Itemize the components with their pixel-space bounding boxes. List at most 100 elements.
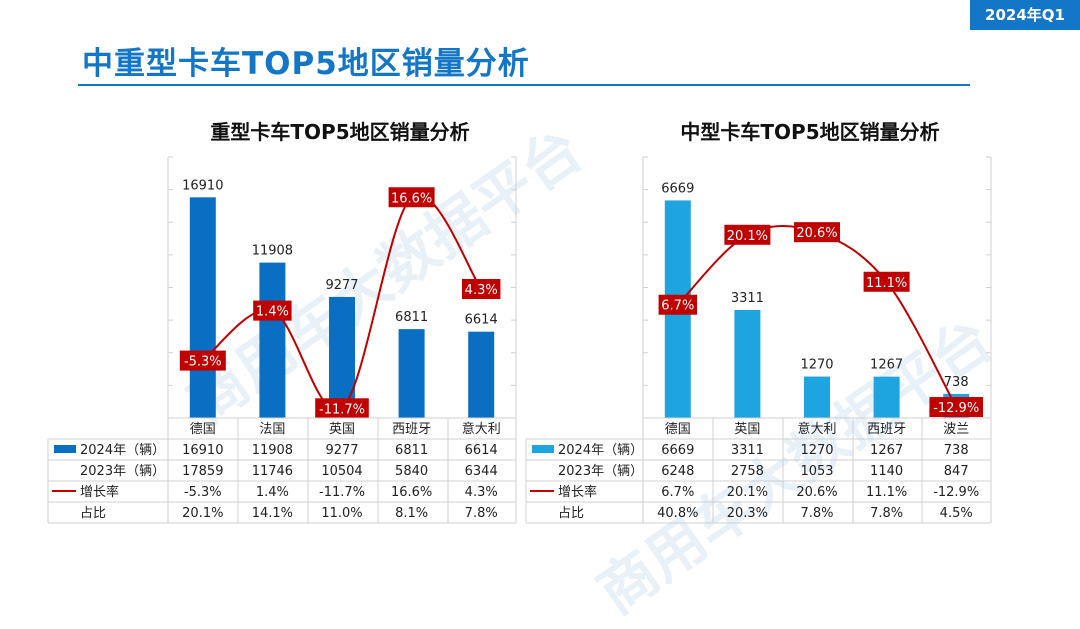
bar-2024 [189,197,216,418]
table-cell: 6669 [661,443,694,458]
bar-2024 [468,331,495,418]
row-label: 增长率 [80,484,119,500]
bar-value-label: 1270 [800,358,833,373]
table-cell: 11908 [252,443,293,458]
growth-label: 11.1% [866,276,907,291]
table-cell: 20.1% [182,506,223,521]
row-label: 占比 [80,506,106,521]
growth-label: 1.4% [256,305,289,320]
table-cell: 1267 [870,443,903,458]
medium-chart-title: 中型卡车TOP5地区销量分析 [680,120,940,144]
table-cell: 3311 [731,443,764,458]
growth-label-box [929,397,983,418]
page-title: 中重型卡车TOP5地区销量分析 [82,46,530,82]
table-cell: 6.7% [661,485,694,500]
legend-bar-marker [532,445,554,453]
table-cell: -5.3% [184,485,222,500]
growth-label: -11.7% [319,402,365,417]
table-cell: 8.1% [395,506,428,521]
table-cell: 6344 [465,464,498,479]
medium-truck-chart: 6669 3311 1270 1267 738 6.7% 20.1% 20.6% 11.1% -1… [525,156,992,524]
category-label: 德国 [665,422,691,437]
heavy-chart-title: 重型卡车TOP5地区销量分析 [210,120,470,144]
growth-label-box [179,350,226,371]
growth-label-box [315,398,369,419]
growth-label: -5.3% [184,355,222,370]
table-cell: 7.8% [800,506,833,521]
table-cell: 4.3% [465,485,498,500]
table-cell: 10504 [321,464,362,479]
row-label: 2024年（辆） [558,443,643,458]
bar-value-label: 6614 [465,313,498,328]
growth-label: 20.1% [727,229,768,244]
growth-label: 20.6% [796,226,837,241]
bar-value-label: 3311 [731,291,764,306]
table-cell: 11.1% [866,485,907,500]
table-cell: 6811 [395,443,428,458]
period-badge: 2024年Q1 [970,0,1080,30]
table-cell: 738 [944,443,969,458]
bar-value-label: 738 [944,375,969,390]
category-label: 英国 [734,422,760,437]
table-cell: 20.1% [727,485,768,500]
row-label: 占比 [558,506,584,521]
category-label: 波兰 [943,422,969,437]
table-cell: 6614 [465,443,498,458]
growth-label-box [253,300,292,321]
growth-label-box [724,224,771,245]
table-cell: 1053 [800,464,833,479]
bar-2024 [329,296,355,418]
heavy-truck-chart: 16910 11908 9277 6811 6614 -5.3% 1.4% -11.7% 16.… [47,156,517,524]
category-label: 英国 [329,422,355,437]
table-cell: 9277 [325,443,358,458]
row-label: 2023年（辆） [558,464,643,479]
growth-label-box [863,271,910,292]
growth-label-box [794,222,840,243]
category-label: 德国 [190,422,216,437]
title-divider [78,84,970,86]
category-label: 法国 [259,422,285,437]
bar-value-label: 11908 [252,244,293,259]
table-cell: 20.3% [727,506,768,521]
row-label: 2024年（辆） [80,443,165,458]
table-cell: 1140 [870,464,903,479]
table-cell: 14.1% [252,506,293,521]
table-cell: -11.7% [319,485,365,500]
growth-label: 4.3% [465,283,498,298]
table-cell: 7.8% [870,506,903,521]
table-cell: 20.6% [796,485,837,500]
growth-label: -12.9% [933,401,979,416]
growth-label-box [658,294,697,315]
table-cell: 6248 [661,464,694,479]
table-cell: 17859 [182,464,223,479]
table-cell: 11746 [252,464,293,479]
growth-label-box [462,278,501,299]
bar-2024 [398,329,425,418]
bar-value-label: 1267 [870,358,903,373]
table-cell: 847 [944,464,969,479]
legend-bar-marker [54,445,76,453]
table-cell: 5840 [395,464,428,479]
bar-2024 [804,376,830,418]
growth-label-box [388,187,435,208]
category-label: 西班牙 [867,422,906,437]
bar-2024 [259,262,286,418]
table-cell: 16.6% [391,485,432,500]
table-cell: 2758 [731,464,764,479]
row-label: 2023年（辆） [80,464,165,479]
table-cell: 16910 [182,443,223,458]
row-label: 增长率 [558,484,597,500]
bar-value-label: 6811 [395,310,428,325]
bar-value-label: 16910 [182,178,223,193]
growth-label: 16.6% [391,191,432,206]
table-cell: 1270 [800,443,833,458]
bar-value-label: 6669 [661,181,694,196]
category-label: 西班牙 [392,422,431,437]
category-label: 意大利 [462,421,501,437]
category-label: 意大利 [797,421,836,437]
table-cell: 7.8% [465,506,498,521]
bar-2024 [873,376,900,418]
growth-label: 6.7% [661,299,694,314]
table-cell: 40.8% [657,506,698,521]
table-cell: -12.9% [933,485,979,500]
